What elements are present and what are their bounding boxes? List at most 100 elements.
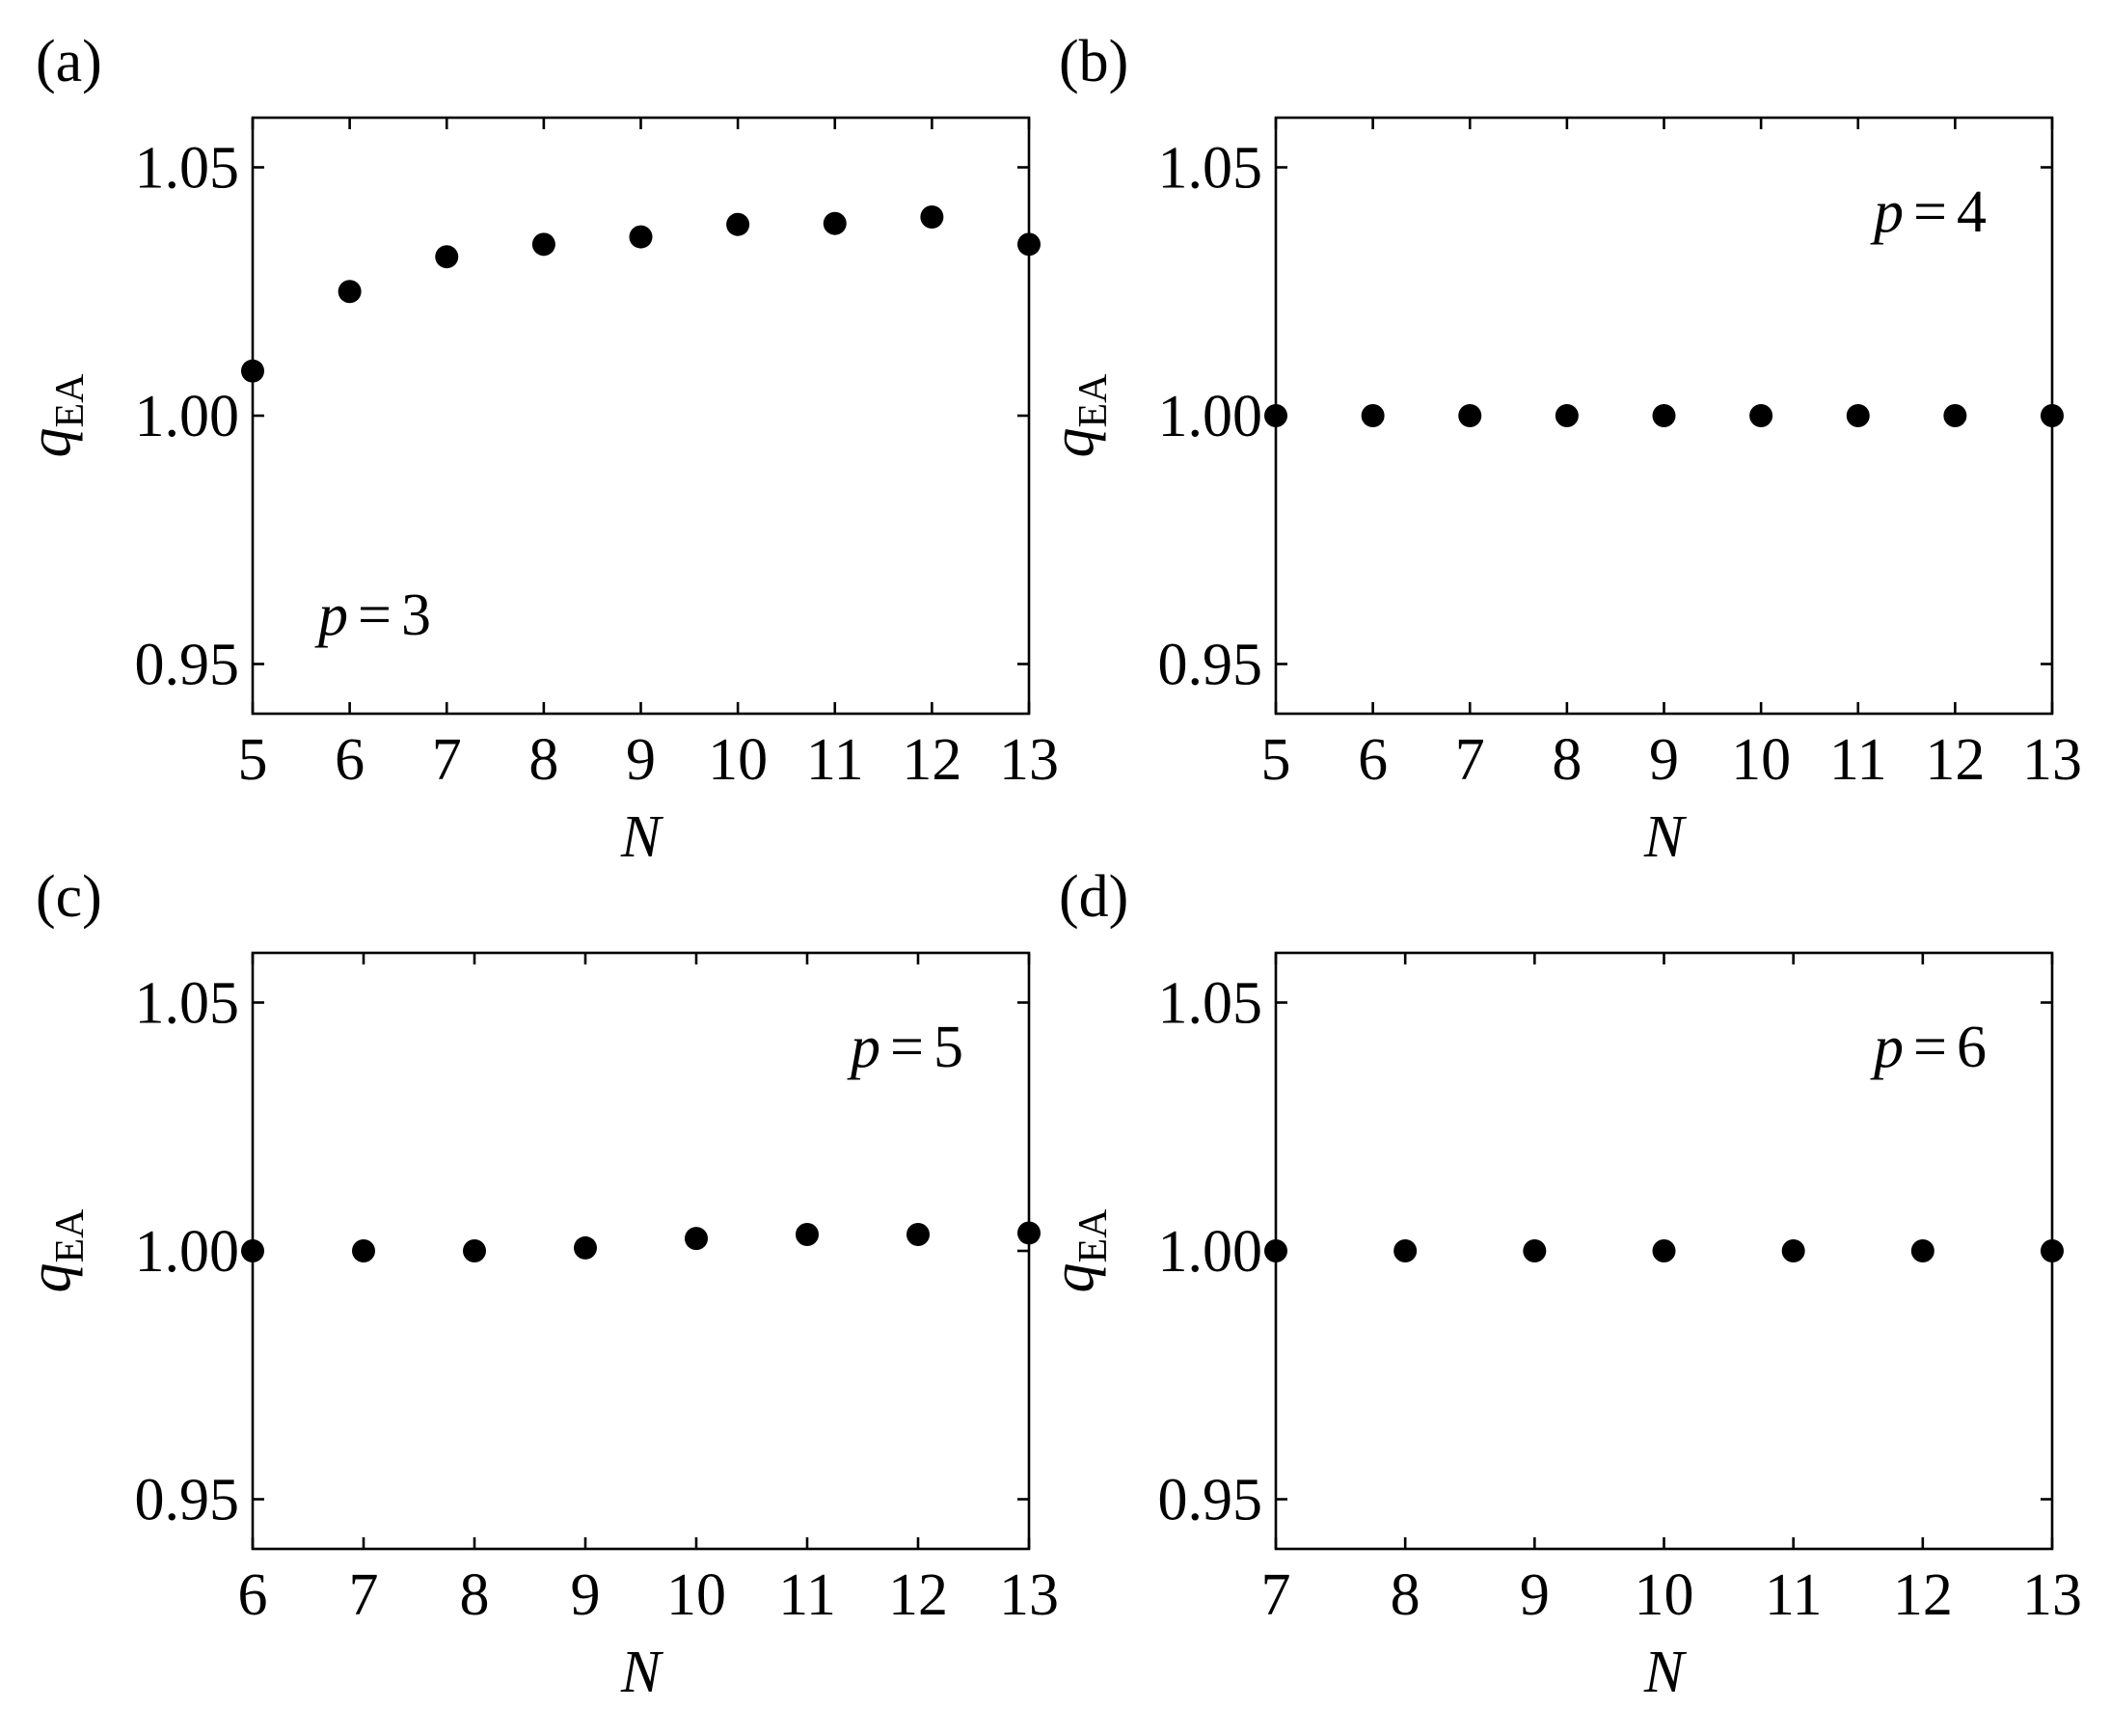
x-tick-label: 13 bbox=[999, 1562, 1059, 1628]
data-point bbox=[726, 212, 750, 236]
x-tick-label: 5 bbox=[238, 727, 268, 793]
annotation-operator: = bbox=[1913, 179, 1947, 245]
x-tick-label: 7 bbox=[1261, 1562, 1291, 1628]
y-tick-label: 1.00 bbox=[135, 1219, 240, 1285]
data-point bbox=[1458, 404, 1482, 427]
data-point bbox=[1264, 1239, 1287, 1262]
x-tick-label: 11 bbox=[1829, 727, 1887, 793]
x-tick-label: 8 bbox=[528, 727, 558, 793]
x-tick-label: 12 bbox=[1893, 1562, 1953, 1628]
data-point bbox=[823, 211, 847, 235]
x-tick-label: 12 bbox=[1925, 727, 1985, 793]
annotation-value: 3 bbox=[401, 583, 431, 648]
data-point bbox=[435, 245, 459, 269]
y-axis-title-main: q bbox=[17, 1263, 83, 1293]
x-tick-label: 7 bbox=[349, 1562, 379, 1628]
annotation-operator: = bbox=[890, 1015, 924, 1080]
y-axis-title-sub: EA bbox=[48, 1208, 93, 1263]
x-tick-label: 7 bbox=[1455, 727, 1485, 793]
y-tick-label: 0.95 bbox=[135, 1468, 240, 1533]
x-tick-label: 10 bbox=[1635, 1562, 1694, 1628]
data-point bbox=[796, 1223, 819, 1247]
x-axis-title: N bbox=[1643, 804, 1688, 870]
x-tick-label: 9 bbox=[626, 727, 656, 793]
x-axis-title: N bbox=[620, 1640, 664, 1705]
panel-annotation: p = 3 bbox=[314, 583, 431, 648]
data-point bbox=[1523, 1239, 1547, 1262]
data-point bbox=[1846, 404, 1870, 427]
data-point bbox=[574, 1235, 597, 1260]
y-axis-title: qEA bbox=[1041, 1208, 1116, 1293]
panel-label: (d) bbox=[1059, 864, 1128, 930]
y-tick-label: 1.05 bbox=[135, 136, 240, 202]
x-tick-label: 11 bbox=[778, 1562, 836, 1628]
data-point bbox=[241, 1239, 264, 1262]
x-tick-label: 6 bbox=[238, 1562, 268, 1628]
data-point bbox=[906, 1223, 930, 1247]
x-tick-label: 9 bbox=[1520, 1562, 1550, 1628]
x-tick-label: 6 bbox=[335, 727, 365, 793]
y-tick-label: 0.95 bbox=[1158, 633, 1263, 698]
x-tick-label: 12 bbox=[902, 727, 961, 793]
x-tick-label: 11 bbox=[1765, 1562, 1823, 1628]
x-tick-label: 8 bbox=[1552, 727, 1582, 793]
x-tick-label: 10 bbox=[708, 727, 768, 793]
y-tick-label: 1.05 bbox=[135, 971, 240, 1037]
y-axis-title-sub: EA bbox=[1071, 1208, 1116, 1263]
data-point bbox=[1749, 404, 1773, 427]
x-tick-label: 6 bbox=[1358, 727, 1388, 793]
annotation-value: 6 bbox=[1957, 1015, 1987, 1080]
y-axis-title-main: q bbox=[1041, 428, 1106, 458]
data-point bbox=[920, 205, 944, 229]
y-axis-title: qEA bbox=[1041, 373, 1116, 458]
x-tick-label: 8 bbox=[460, 1562, 490, 1628]
data-point bbox=[2041, 1239, 2064, 1262]
x-tick-label: 8 bbox=[1391, 1562, 1420, 1628]
y-axis-title-sub: EA bbox=[48, 373, 93, 428]
x-tick-label: 13 bbox=[2022, 1562, 2082, 1628]
annotation-variable: p bbox=[314, 583, 348, 648]
panel-annotation: p = 6 bbox=[1870, 1015, 1987, 1080]
x-axis-title: N bbox=[620, 804, 664, 870]
y-axis-title-main: q bbox=[1041, 1263, 1106, 1293]
y-tick-label: 1.05 bbox=[1158, 136, 1263, 202]
annotation-value: 5 bbox=[933, 1015, 963, 1080]
panel-annotation: p = 5 bbox=[847, 1015, 963, 1080]
annotation-operator: = bbox=[1913, 1015, 1947, 1080]
annotation-variable: p bbox=[1870, 179, 1904, 245]
data-point bbox=[352, 1239, 375, 1262]
x-tick-label: 11 bbox=[806, 727, 864, 793]
data-point bbox=[338, 280, 362, 304]
data-point bbox=[629, 225, 653, 249]
annotation-operator: = bbox=[358, 583, 392, 648]
y-tick-label: 0.95 bbox=[135, 633, 240, 698]
data-point bbox=[1910, 1239, 1934, 1262]
x-tick-label: 7 bbox=[432, 727, 462, 793]
data-point bbox=[241, 359, 264, 383]
x-tick-label: 12 bbox=[888, 1562, 948, 1628]
panel-label: (c) bbox=[36, 864, 102, 930]
data-point bbox=[463, 1239, 486, 1262]
y-axis-title-main: q bbox=[17, 428, 83, 458]
y-axis-title: qEA bbox=[17, 1208, 93, 1293]
x-tick-label: 9 bbox=[571, 1562, 601, 1628]
x-tick-label: 10 bbox=[666, 1562, 726, 1628]
data-point bbox=[1943, 404, 1967, 427]
data-point bbox=[685, 1227, 708, 1251]
data-point bbox=[1017, 1221, 1041, 1245]
panel-annotation: p = 4 bbox=[1870, 179, 1987, 245]
x-tick-label: 5 bbox=[1261, 727, 1291, 793]
x-axis-title: N bbox=[1643, 1640, 1688, 1705]
data-point bbox=[1652, 1239, 1676, 1262]
data-point bbox=[1781, 1239, 1805, 1262]
y-axis-title-sub: EA bbox=[1071, 373, 1116, 428]
y-axis-title: qEA bbox=[17, 373, 93, 458]
panel-label: (a) bbox=[36, 29, 102, 95]
data-point bbox=[531, 232, 555, 257]
x-tick-label: 13 bbox=[2022, 727, 2082, 793]
